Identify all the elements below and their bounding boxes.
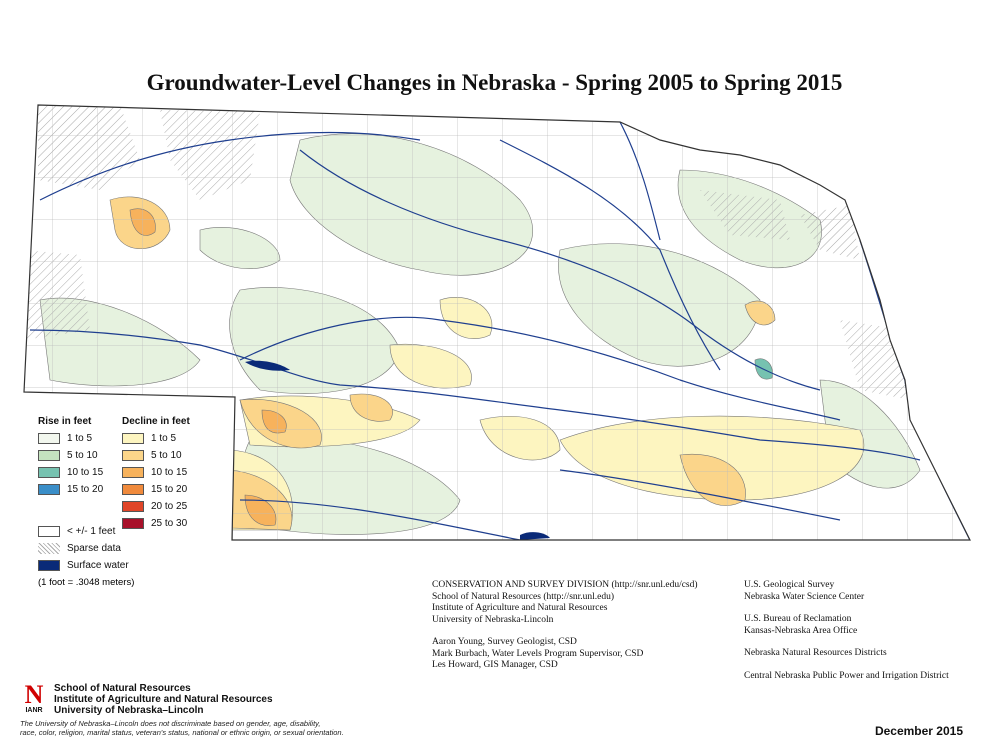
logo-line: Institute of Agriculture and Natural Res… [54,694,273,705]
legend-item: 5 to 10 [122,447,190,464]
disclaimer-line: The University of Nebraska–Lincoln does … [20,719,321,728]
legend-item: 20 to 25 [122,498,190,515]
legend-swatch [38,560,60,571]
map [23,104,971,541]
legend-item: < +/- 1 feet [38,523,134,540]
legend-swatch [122,467,144,478]
map-title: Groundwater-Level Changes in Nebraska - … [146,70,843,95]
legend-swatch [122,450,144,461]
legend-swatch [38,433,60,444]
legend-label: 10 to 15 [151,467,188,478]
disclaimer: The University of Nebraska–Lincoln does … [20,719,344,737]
legend-item: 1 to 5 [122,430,190,447]
disclaimer-line: race, color, religion, marital status, v… [20,728,344,737]
legend-swatch [38,484,60,495]
legend-swatch [122,518,144,529]
logo-line: School of Natural Resources [54,683,191,694]
logo-acronym: IANR [25,707,43,714]
credit-line: School of Natural Resources (http://snr.… [432,591,615,602]
logo-text: School of Natural Resources Institute of … [54,683,273,716]
legend-label: 15 to 20 [151,484,188,495]
legend-swatch [122,501,144,512]
credit-line: Nebraska Water Science Center [744,591,865,602]
legend-swatch [122,433,144,444]
credit-line: U.S. Geological Survey [744,580,835,590]
legend-item: 5 to 10 [38,447,103,464]
legend-heading: Rise in feet [38,416,92,427]
credit-group: Aaron Young, Survey Geologist, CSD Mark B… [432,637,698,672]
legend-item: Sparse data [38,540,134,557]
logo-line: University of Nebraska–Lincoln [54,705,204,716]
date: December 2015 [874,724,963,738]
credit-line: Institute of Agriculture and Natural Res… [432,603,608,613]
legend: Rise in feet 1 to 5 5 to 10 10 to 15 15 to 2… [38,416,238,596]
legend-swatch [38,526,60,537]
legend-note: (1 foot = .3048 meters) [38,577,135,588]
legend-label: 5 to 10 [67,450,98,461]
legend-label: 1 to 5 [151,433,177,444]
credit-line: U.S. Bureau of Reclamation [744,614,852,624]
legend-label: 15 to 20 [67,484,104,495]
legend-label: Surface water [67,560,129,571]
credit-line: Aaron Young, Survey Geologist, CSD [432,637,577,647]
credit-line: Les Howard, GIS Manager, CSD [432,660,558,670]
logo-mark: N IANR [20,680,48,717]
legend-label: 5 to 10 [151,450,182,461]
legend-item: 25 to 30 [122,515,190,532]
legend-item: 1 to 5 [38,430,103,447]
credit-line: Central Nebraska Public Power and Irriga… [744,670,949,681]
credit-group: CONSERVATION AND SURVEY DIVISION (http:/… [432,580,698,626]
legend-swatch [122,484,144,495]
credit-line: Nebraska Natural Resources Districts [744,648,887,658]
credit-group: Central Nebraska Public Power and Irriga… [744,671,949,683]
legend-swatch [38,543,60,554]
credits-column: U.S. Geological Survey Nebraska Water Sci… [744,580,949,693]
legend-swatch [38,450,60,461]
credit-line: CONSERVATION AND SURVEY DIVISION (http:/… [432,580,698,590]
credit-group: Nebraska Natural Resources Districts [744,648,949,660]
legend-item: Surface water [38,557,134,574]
legend-label: Sparse data [67,543,121,554]
legend-item: 10 to 15 [38,464,103,481]
legend-label: 1 to 5 [67,433,93,444]
legend-swatch [38,467,60,478]
logo-letter: N [24,680,44,709]
legend-group: Rise in feet 1 to 5 5 to 10 10 to 15 15 to 2… [38,416,103,498]
legend-label: 10 to 15 [67,467,104,478]
legend-label: 25 to 30 [151,518,188,529]
legend-item: 10 to 15 [122,464,190,481]
legend-item: 15 to 20 [122,481,190,498]
legend-group: < +/- 1 feet Sparse data Surface water (1 f… [38,523,134,588]
credit-group: U.S. Geological Survey Nebraska Water Sci… [744,580,949,603]
credit-group: U.S. Bureau of Reclamation Kansas-Nebrask… [744,614,949,637]
legend-item: 15 to 20 [38,481,103,498]
credit-line: Mark Burbach, Water Levels Program Super… [432,648,644,659]
legend-group: Decline in feet 1 to 5 5 to 10 10 to 15 15 t… [122,416,190,532]
legend-label: 20 to 25 [151,501,188,512]
credit-line: University of Nebraska-Lincoln [432,614,554,625]
legend-heading: Decline in feet [122,416,190,427]
credit-line: Kansas-Nebraska Area Office [744,625,858,636]
legend-label: < +/- 1 feet [67,526,116,537]
credits-column: CONSERVATION AND SURVEY DIVISION (http:/… [432,580,698,683]
